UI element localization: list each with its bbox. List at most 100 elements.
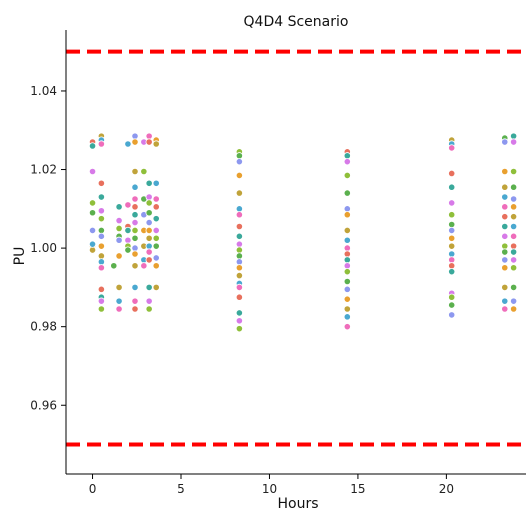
data-point — [152, 234, 160, 242]
data-point — [448, 293, 456, 301]
y-axis-title: PU — [12, 247, 28, 266]
data-point — [97, 252, 105, 260]
data-point — [501, 297, 509, 305]
data-point — [510, 213, 518, 221]
data-point — [88, 199, 97, 207]
data-point — [131, 226, 139, 235]
data-point — [501, 138, 509, 146]
data-point — [343, 158, 351, 166]
data-point — [140, 167, 148, 176]
data-point — [448, 242, 456, 250]
data-point — [97, 264, 105, 272]
data-point — [448, 234, 456, 242]
data-point — [131, 244, 139, 252]
data-point — [131, 167, 139, 176]
data-point — [235, 152, 243, 160]
data-point — [510, 248, 518, 256]
data-point — [235, 232, 243, 240]
data-point — [501, 203, 509, 211]
data-point — [343, 256, 351, 264]
data-point — [131, 195, 139, 203]
data-point — [448, 256, 456, 264]
data-point — [145, 248, 153, 256]
data-point — [448, 262, 456, 270]
data-point — [235, 252, 243, 260]
data-point — [510, 183, 518, 191]
data-point — [501, 167, 509, 176]
data-point — [448, 226, 456, 235]
data-point — [235, 283, 243, 291]
data-points-group — [88, 132, 518, 333]
data-point — [88, 142, 97, 150]
chart-title: Q4D4 Scenario — [244, 14, 349, 30]
data-point — [343, 295, 351, 303]
data-point — [88, 167, 97, 176]
data-point — [448, 220, 456, 229]
data-point — [97, 305, 105, 313]
data-point — [124, 140, 132, 148]
data-point — [152, 226, 160, 235]
data-point — [131, 203, 139, 211]
data-point — [124, 226, 132, 235]
data-point — [97, 193, 105, 201]
data-point — [115, 224, 123, 233]
limit-lines-group — [66, 49, 526, 447]
data-point — [501, 242, 509, 250]
data-point — [448, 268, 456, 276]
x-tick-label: 5 — [177, 482, 185, 496]
data-point — [145, 199, 153, 207]
data-point — [145, 138, 153, 146]
data-point — [97, 297, 105, 305]
data-point — [152, 242, 160, 250]
data-point — [343, 313, 351, 321]
data-point — [97, 242, 105, 250]
data-point — [88, 209, 97, 217]
y-tick-label: 1.02 — [30, 163, 57, 177]
data-point — [343, 250, 351, 258]
x-tick-label: 0 — [89, 482, 97, 496]
data-point — [88, 240, 97, 248]
data-point — [501, 283, 509, 291]
data-point — [152, 140, 160, 148]
data-point — [131, 283, 139, 291]
data-point — [448, 169, 456, 178]
data-point — [145, 132, 153, 140]
data-point — [501, 222, 509, 231]
data-point — [235, 222, 243, 231]
y-tick-label: 1.04 — [30, 84, 57, 98]
data-point — [510, 203, 518, 211]
data-point — [501, 248, 509, 256]
data-point — [343, 268, 351, 276]
data-point — [510, 232, 518, 240]
data-point — [152, 254, 160, 262]
data-point — [343, 277, 351, 286]
data-point — [97, 179, 105, 187]
data-point — [343, 285, 351, 293]
x-axis-title: Hours — [277, 496, 318, 512]
data-point — [343, 226, 351, 235]
data-point — [448, 144, 456, 152]
data-point — [501, 232, 509, 240]
data-point — [145, 218, 153, 227]
data-point — [115, 297, 123, 305]
data-point — [115, 203, 123, 211]
data-point — [235, 158, 243, 166]
data-point — [97, 226, 105, 235]
data-point — [510, 256, 518, 264]
data-point — [131, 262, 139, 270]
data-point — [343, 236, 351, 244]
data-point — [501, 256, 509, 264]
data-point — [97, 258, 105, 266]
data-point — [140, 262, 148, 270]
data-point — [235, 246, 243, 254]
data-point — [97, 207, 105, 215]
data-point — [235, 272, 243, 280]
y-ticks-group: 0.96 0.98 1.00 1.02 1.04 — [30, 84, 66, 412]
data-point — [145, 226, 153, 235]
data-point — [131, 183, 139, 191]
data-point — [510, 132, 518, 140]
data-point — [448, 250, 456, 258]
data-point — [343, 189, 351, 197]
data-point — [131, 297, 139, 305]
